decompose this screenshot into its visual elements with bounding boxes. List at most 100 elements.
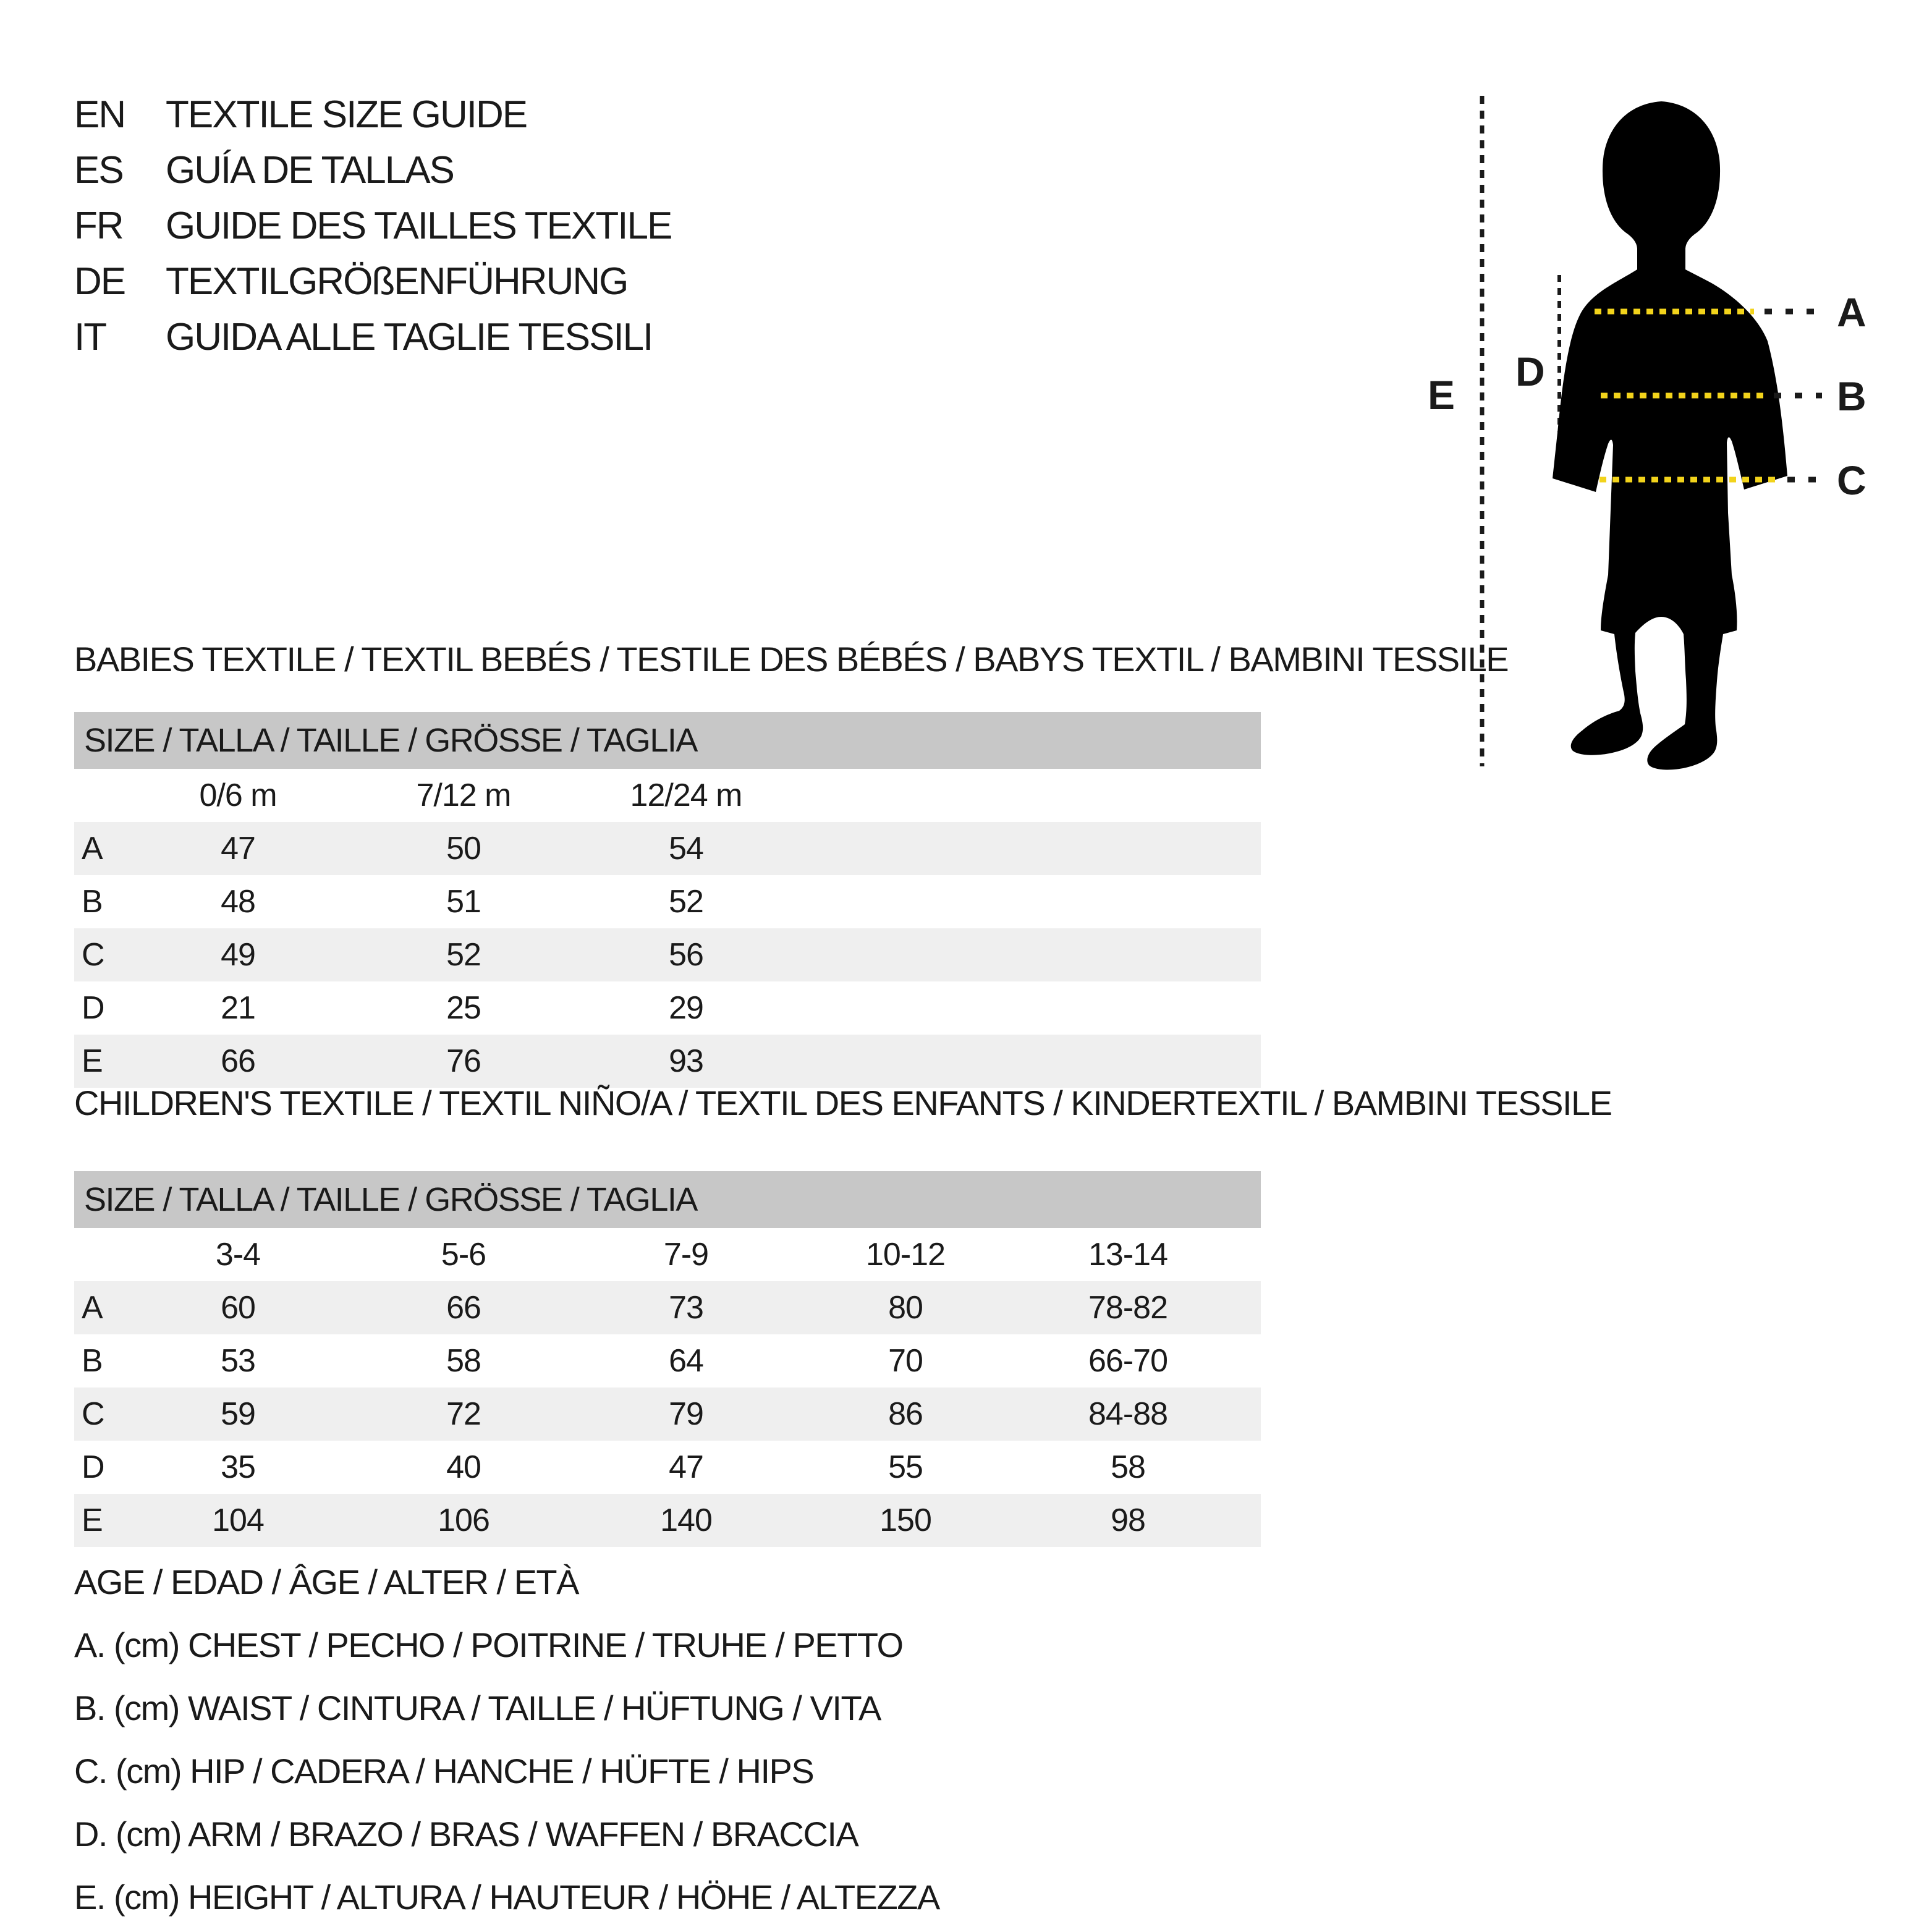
lang-row-de: DE TEXTILGRÖßENFÜHRUNG (74, 253, 671, 309)
cell-value: 51 (446, 884, 481, 920)
cell-value: 59 (221, 1396, 256, 1432)
cell-value: 150 (879, 1502, 932, 1538)
child-measurement-figure: A B C D E (1428, 96, 1866, 770)
babies-column-header-row: 0/6 m 7/12 m 12/24 m (74, 769, 1261, 822)
row-label: C (82, 937, 105, 973)
lang-title-es: GUÍA DE TALLAS (166, 148, 455, 192)
cell-value: 106 (438, 1502, 490, 1538)
cell-value: 66 (446, 1290, 481, 1326)
row-label: E (82, 1502, 103, 1538)
children-col-13-14: 13-14 (1088, 1237, 1168, 1273)
legend-line-height: E. (cm) HEIGHT / ALTURA / HAUTEUR / HÖHE… (74, 1877, 940, 1917)
cell-value: 40 (446, 1449, 481, 1485)
cell-value: 70 (888, 1343, 923, 1379)
lang-code-en: EN (74, 93, 126, 136)
lang-row-it: IT GUIDA ALLE TAGLIE TESSILI (74, 309, 671, 365)
cell-value: 47 (221, 831, 256, 866)
lang-code-fr: FR (74, 204, 124, 247)
table-row: D 35 40 47 55 58 (74, 1441, 1261, 1494)
table-row: A 47 50 54 (74, 822, 1261, 875)
legend-line-hip: C. (cm) HIP / CADERA / HANCHE / HÜFTE / … (74, 1751, 815, 1790)
lang-title-fr: GUIDE DES TAILLES TEXTILE (166, 204, 672, 247)
row-label: B (82, 1343, 103, 1379)
cell-value: 53 (221, 1343, 256, 1379)
row-label: D (82, 1449, 105, 1485)
table-row: D 21 25 29 (74, 981, 1261, 1035)
row-label: E (82, 1043, 103, 1079)
cell-value: 54 (669, 831, 704, 866)
children-col-10-12: 10-12 (866, 1237, 946, 1273)
cell-value: 49 (221, 937, 256, 973)
lang-row-fr: FR GUIDE DES TAILLES TEXTILE (74, 198, 672, 253)
babies-section-title: BABIES TEXTILE / TEXTIL BEBÉS / TESTILE … (74, 640, 1509, 679)
babies-size-header: SIZE / TALLA / TAILLE / GRÖSSE / TAGLIA (74, 712, 1261, 769)
cell-value: 79 (669, 1396, 704, 1432)
cell-value: 104 (212, 1502, 265, 1538)
children-section-title: CHILDREN'S TEXTILE / TEXTIL NIÑO/A / TEX… (74, 1083, 1612, 1122)
row-label: C (82, 1396, 105, 1432)
cell-value: 93 (669, 1043, 704, 1079)
figure-label-b: B (1837, 373, 1866, 419)
cell-value: 47 (669, 1449, 704, 1485)
table-row: C 49 52 56 (74, 928, 1261, 981)
figure-label-e: E (1428, 372, 1455, 418)
cell-value: 58 (1111, 1449, 1146, 1485)
table-row: C 59 72 79 86 84-88 (74, 1388, 1261, 1441)
lang-code-es: ES (74, 148, 124, 192)
lang-title-en: TEXTILE SIZE GUIDE (166, 93, 528, 136)
figure-label-a: A (1837, 289, 1866, 335)
row-label: D (82, 990, 105, 1026)
cell-value: 60 (221, 1290, 256, 1326)
babies-col-7-12m: 7/12 m (416, 777, 512, 813)
legend-line-chest: A. (cm) CHEST / PECHO / POITRINE / TRUHE… (74, 1625, 904, 1664)
cell-value: 48 (221, 884, 256, 920)
children-column-header-row: 3-4 5-6 7-9 10-12 13-14 (74, 1228, 1261, 1281)
measurement-legend: AGE / EDAD / ÂGE / ALTER / ETÀ A. (cm) C… (74, 1550, 940, 1928)
cell-value: 73 (669, 1290, 704, 1326)
table-row: E 104 106 140 150 98 (74, 1494, 1261, 1547)
table-row: B 53 58 64 70 66-70 (74, 1334, 1261, 1388)
cell-value: 29 (669, 990, 704, 1026)
cell-value: 58 (446, 1343, 481, 1379)
children-col-5-6: 5-6 (441, 1237, 486, 1273)
figure-label-c: C (1837, 457, 1866, 503)
cell-value: 64 (669, 1343, 704, 1379)
cell-value: 66-70 (1088, 1343, 1168, 1379)
table-row: A 60 66 73 80 78-82 (74, 1281, 1261, 1334)
cell-value: 35 (221, 1449, 256, 1485)
cell-value: 21 (221, 990, 256, 1026)
cell-value: 78-82 (1088, 1290, 1168, 1326)
lang-code-de: DE (74, 260, 126, 303)
children-size-table: SIZE / TALLA / TAILLE / GRÖSSE / TAGLIA … (74, 1171, 1261, 1547)
legend-line-age: AGE / EDAD / ÂGE / ALTER / ETÀ (74, 1562, 579, 1601)
language-title-list: EN TEXTILE SIZE GUIDE ES GUÍA DE TALLAS … (74, 87, 672, 365)
row-label: A (82, 831, 103, 866)
children-col-3-4: 3-4 (215, 1237, 261, 1273)
cell-value: 80 (888, 1290, 923, 1326)
legend-line-arm: D. (cm) ARM / BRAZO / BRAS / WAFFEN / BR… (74, 1814, 859, 1854)
cell-value: 56 (669, 937, 704, 973)
table-row: B 48 51 52 (74, 875, 1261, 928)
cell-value: 86 (888, 1396, 923, 1432)
cell-value: 52 (669, 884, 704, 920)
child-silhouette (1553, 101, 1787, 770)
cell-value: 76 (446, 1043, 481, 1079)
cell-value: 72 (446, 1396, 481, 1432)
babies-col-12-24m: 12/24 m (630, 777, 743, 813)
cell-value: 98 (1111, 1502, 1146, 1538)
children-size-header: SIZE / TALLA / TAILLE / GRÖSSE / TAGLIA (74, 1171, 1261, 1228)
row-label: A (82, 1290, 103, 1326)
cell-value: 52 (446, 937, 481, 973)
children-col-7-9: 7-9 (663, 1237, 709, 1273)
legend-line-waist: B. (cm) WAIST / CINTURA / TAILLE / HÜFTU… (74, 1688, 881, 1727)
lang-code-it: IT (74, 315, 107, 358)
cell-value: 66 (221, 1043, 256, 1079)
row-label: B (82, 884, 103, 920)
cell-value: 25 (446, 990, 481, 1026)
cell-value: 84-88 (1088, 1396, 1168, 1432)
cell-value: 50 (446, 831, 481, 866)
table-row: E 66 76 93 (74, 1035, 1261, 1088)
cell-value: 140 (660, 1502, 713, 1538)
cell-value: 55 (888, 1449, 923, 1485)
